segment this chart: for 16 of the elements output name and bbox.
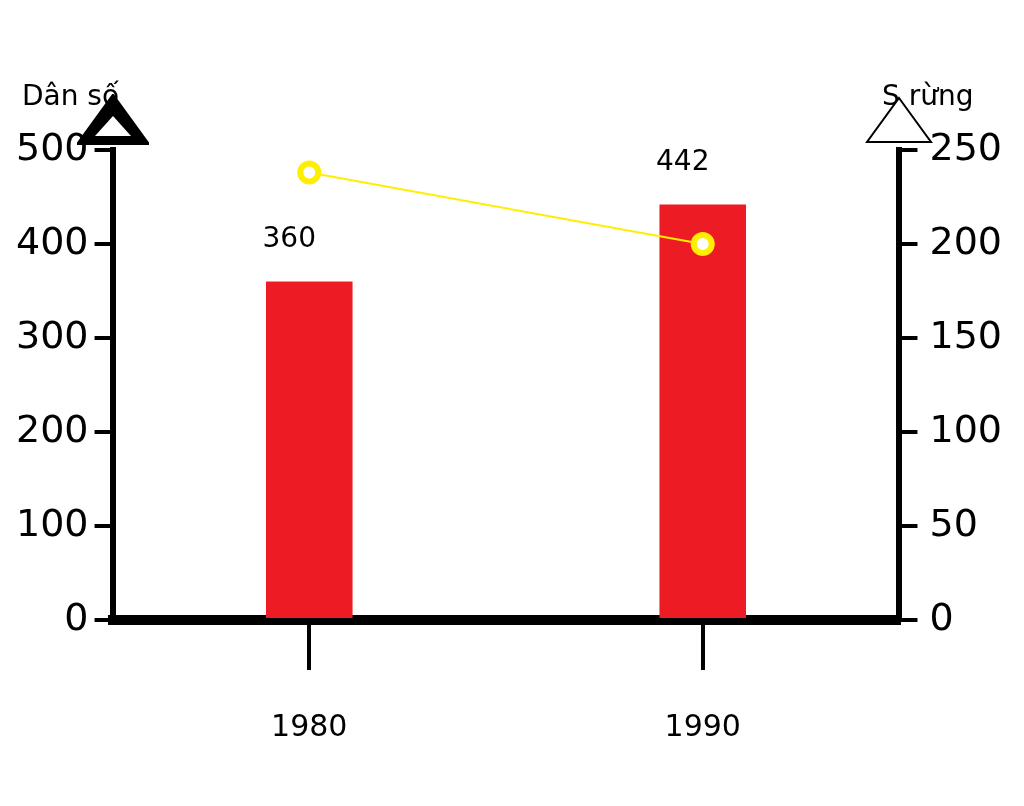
y2-tick-label: 0 [929,594,954,639]
data-label: 360 [262,220,316,254]
y-tick-label: 400 [16,218,89,263]
y2-tick-label: 200 [929,218,1002,263]
x-tick-label: 1990 [664,707,741,743]
y2-tick-label: 250 [929,124,1002,169]
y-tick-label: 100 [16,500,89,545]
y2-tick-label: 50 [929,500,978,545]
y-tick-label: 300 [16,312,89,357]
y-tick-label: 200 [16,406,89,451]
y2-tick-label: 100 [929,406,1002,451]
data-label: 442 [656,143,710,177]
x-tick-label: 1980 [271,707,348,743]
y-tick-label: 0 [64,594,89,639]
y2-tick-label: 150 [929,312,1002,357]
y-tick-label: 500 [16,124,89,169]
